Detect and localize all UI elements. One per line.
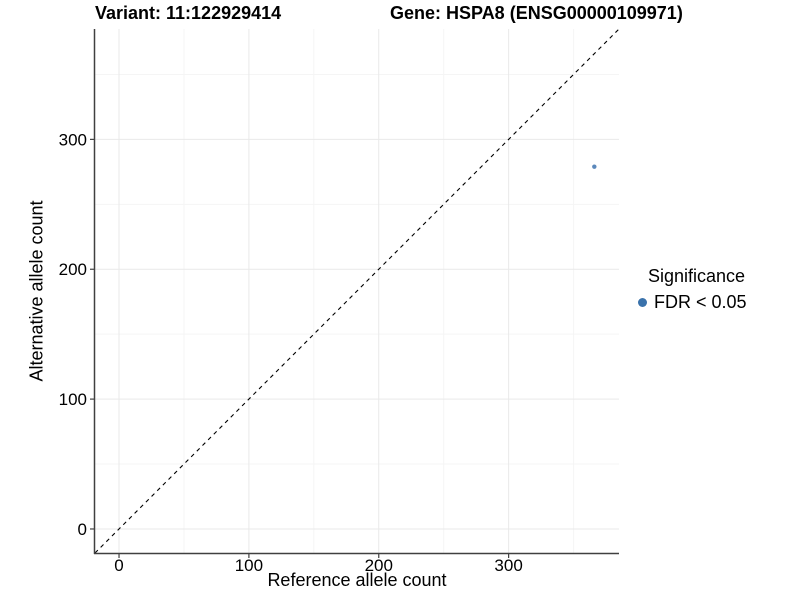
y-tick-label: 100 [59, 390, 87, 409]
identity-line [94, 28, 620, 554]
gene-title: Gene: HSPA8 (ENSG00000109971) [390, 3, 683, 23]
x-tick-label: 100 [235, 556, 263, 575]
legend-title: Significance [648, 266, 746, 286]
legend-key-dot-icon [638, 298, 647, 307]
variant-title: Variant: 11:122929414 [95, 3, 282, 23]
x-tick-label: 0 [114, 556, 123, 575]
data-point [592, 164, 597, 169]
x-axis-label: Reference allele count [267, 570, 447, 590]
x-tick-label: 200 [365, 556, 393, 575]
legend-item-label: FDR < 0.05 [654, 292, 747, 312]
legend-item: FDR < 0.05 [638, 292, 747, 313]
y-tick-label: 0 [78, 520, 87, 539]
legend: Significance FDR < 0.05 [638, 266, 747, 313]
x-tick-label: 300 [494, 556, 522, 575]
y-tick-label: 200 [59, 260, 87, 279]
y-tick-label: 300 [59, 130, 87, 149]
y-axis-label: Alternative allele count [26, 200, 47, 382]
